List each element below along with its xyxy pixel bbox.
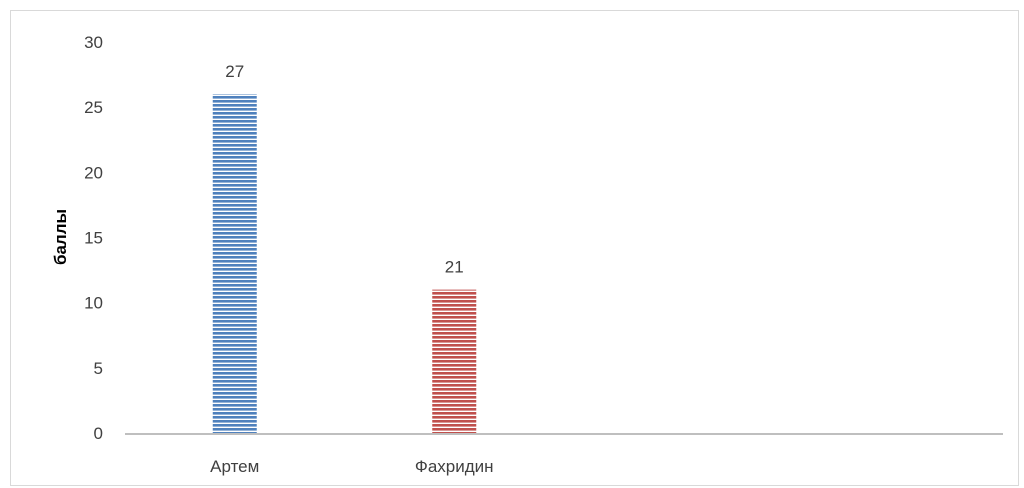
y-tick-label: 30 [84, 33, 103, 52]
category-labels: Артем Фахридин [210, 457, 493, 476]
y-tick-label: 10 [84, 294, 103, 313]
y-tick-label: 15 [84, 229, 103, 248]
y-tick-label: 5 [94, 359, 103, 378]
data-labels: 27 21 [225, 62, 463, 277]
bar [432, 289, 477, 433]
x-category-label: Артем [210, 457, 259, 476]
y-tick-label: 0 [94, 424, 103, 443]
y-axis-ticks: 0 5 10 15 20 25 30 [84, 33, 103, 443]
x-category-label: Фахридин [415, 457, 494, 476]
data-label: 27 [225, 62, 244, 81]
y-tick-label: 25 [84, 98, 103, 117]
data-label: 21 [445, 258, 464, 277]
y-axis-title: баллы [51, 209, 70, 265]
bar [212, 94, 257, 433]
bars [212, 94, 477, 433]
chart-frame [10, 10, 1019, 486]
y-tick-label: 20 [84, 163, 103, 182]
